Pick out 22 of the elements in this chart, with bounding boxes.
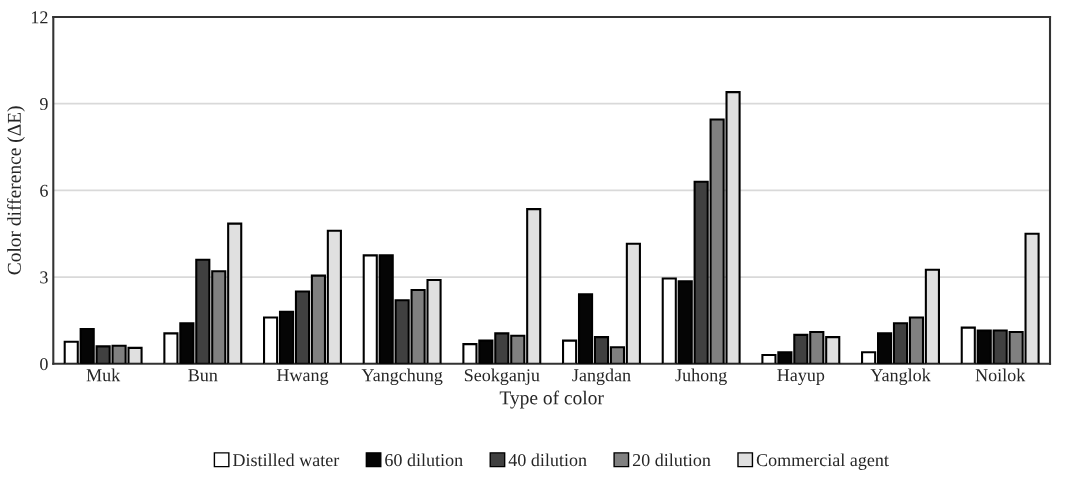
x-tick-label: Muk: [86, 368, 121, 382]
x-tick-label: Yangchung: [361, 368, 443, 386]
legend-label: 40 dilution: [508, 453, 587, 467]
y-tick-label: 6: [40, 184, 48, 197]
x-tick-label: Hwang: [276, 369, 329, 385]
legend-label: Distilled water: [232, 453, 340, 467]
x-axis-title: Type of color: [499, 390, 604, 409]
legend-label: Commercial agent: [756, 453, 889, 470]
legend-label: 20 dilution: [632, 453, 711, 467]
x-tick-label: Noilok: [975, 368, 1026, 382]
x-tick-label: Jangdan: [572, 368, 631, 386]
y-tick-label: 9: [39, 97, 48, 111]
x-tick-label: Bun: [188, 369, 218, 382]
y-tick-label: 3: [40, 271, 48, 284]
y-tick-label: 0: [40, 358, 48, 371]
legend-label: 60 dilution: [385, 453, 463, 467]
x-tick-label: Juhong: [675, 368, 727, 386]
y-axis-title: Color difference (ΔE): [7, 106, 25, 275]
x-tick-label: Yanglok: [870, 368, 931, 386]
y-tick-label: 12: [31, 11, 48, 24]
x-tick-label: Hayup: [777, 369, 825, 385]
x-tick-label: Seokganju: [464, 368, 540, 386]
